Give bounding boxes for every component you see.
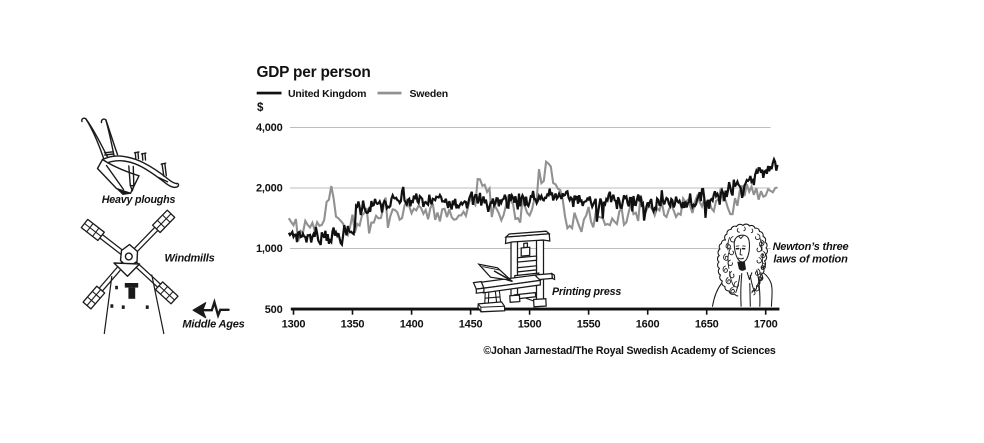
svg-text:1500: 1500 [518,319,542,331]
svg-text:1650: 1650 [695,319,719,331]
svg-text:Printing press: Printing press [552,286,621,298]
svg-text:GDP per person: GDP per person [257,64,371,81]
svg-text:1450: 1450 [459,319,483,331]
svg-text:4,000: 4,000 [256,122,283,134]
svg-text:1,000: 1,000 [256,243,283,255]
svg-text:1700: 1700 [754,319,778,331]
svg-text:1400: 1400 [400,319,424,331]
svg-text:1350: 1350 [341,319,365,331]
svg-text:Newton’s three: Newton’s three [773,241,849,253]
svg-text:2,000: 2,000 [256,183,283,195]
svg-text:$: $ [257,102,264,114]
svg-text:1300: 1300 [282,319,306,331]
svg-text:Windmills: Windmills [165,253,215,265]
svg-text:500: 500 [265,304,283,316]
svg-text:United Kingdom: United Kingdom [288,88,366,100]
svg-text:Heavy ploughs: Heavy ploughs [102,194,176,206]
svg-text:©Johan Jarnestad/The Royal Swe: ©Johan Jarnestad/The Royal Swedish Acade… [483,345,775,357]
svg-text:1600: 1600 [636,319,660,331]
svg-text:laws of motion: laws of motion [773,254,848,266]
svg-text:Sweden: Sweden [410,88,448,100]
svg-text:1550: 1550 [577,319,601,331]
svg-text:Middle Ages: Middle Ages [182,319,244,331]
